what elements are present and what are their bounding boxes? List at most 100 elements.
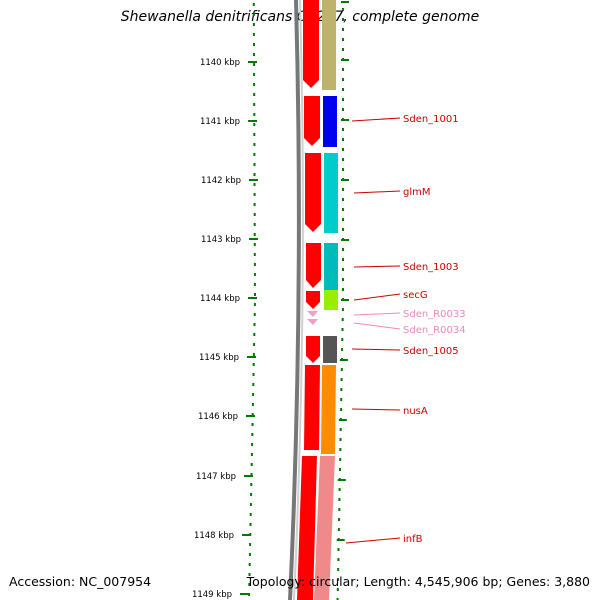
gene-arrow[interactable] xyxy=(304,365,320,450)
minor-tick xyxy=(336,598,339,600)
minor-tick xyxy=(252,373,255,376)
major-tick xyxy=(341,1,349,3)
major-tick xyxy=(249,238,258,240)
gene-arrow[interactable] xyxy=(305,153,321,232)
leader-line xyxy=(353,322,401,330)
minor-tick xyxy=(342,18,344,21)
minor-tick xyxy=(248,573,251,576)
minor-tick xyxy=(338,498,341,501)
feature-label[interactable]: Sden_1001 xyxy=(403,114,459,125)
major-tick xyxy=(338,419,347,421)
minor-tick xyxy=(250,483,253,486)
minor-tick xyxy=(253,263,256,266)
minor-tick xyxy=(339,428,342,431)
minor-tick xyxy=(253,183,256,186)
minor-tick xyxy=(253,223,256,226)
minor-tick xyxy=(342,188,344,191)
minor-tick xyxy=(337,528,340,531)
minor-tick xyxy=(342,228,344,231)
feature-label[interactable]: Sden_1003 xyxy=(403,262,459,273)
ruler-label: 1145 kbp xyxy=(199,353,239,363)
leader-line xyxy=(353,265,401,268)
feature-label[interactable]: Sden_1005 xyxy=(403,346,459,357)
ruler-label: 1148 kbp xyxy=(194,531,234,541)
minor-tick xyxy=(249,503,252,506)
minor-tick xyxy=(342,248,344,251)
rna-arrow[interactable] xyxy=(307,319,318,325)
minor-tick xyxy=(253,163,256,166)
ruler-label: 1144 kbp xyxy=(200,294,240,304)
minor-tick xyxy=(337,578,339,581)
gene-arrow[interactable] xyxy=(306,243,321,288)
feature-labels: Sden_1001 glmM Sden_1003 secG Sden_R0033 Sden… xyxy=(345,114,466,545)
accession-text: Accession: NC_007954 xyxy=(9,574,152,589)
leader-line xyxy=(351,117,401,122)
minor-tick xyxy=(253,153,256,156)
minor-tick xyxy=(248,553,251,556)
major-tick xyxy=(341,179,349,181)
ruler-label: 1146 kbp xyxy=(198,412,238,422)
minor-tick xyxy=(253,343,256,346)
minor-tick xyxy=(252,363,255,366)
feature-label[interactable]: Sden_R0033 xyxy=(403,309,466,320)
gene-arrow[interactable] xyxy=(303,0,319,88)
minor-tick xyxy=(253,133,256,136)
minor-tick xyxy=(339,458,342,461)
topology-text: Topology: circular; Length: 4,545,906 bp… xyxy=(246,574,590,589)
minor-tick xyxy=(339,448,342,451)
minor-tick xyxy=(248,563,251,566)
minor-tick xyxy=(253,113,256,116)
minor-tick xyxy=(336,588,339,591)
minor-tick xyxy=(342,288,344,291)
minor-tick xyxy=(342,138,344,141)
leader-line xyxy=(351,408,401,411)
gene-arrow[interactable] xyxy=(306,336,320,363)
minor-tick xyxy=(252,393,255,396)
minor-tick xyxy=(337,548,340,551)
major-tick xyxy=(248,120,257,122)
gene-arrow[interactable] xyxy=(304,96,320,146)
minor-tick xyxy=(253,213,256,216)
minor-tick xyxy=(252,23,255,26)
feature-label[interactable]: secG xyxy=(403,290,428,301)
minor-tick xyxy=(249,523,252,526)
minor-tick xyxy=(340,388,343,391)
major-tick xyxy=(341,119,349,121)
minor-tick xyxy=(337,568,340,571)
minor-tick xyxy=(253,203,256,206)
minor-tick xyxy=(342,108,344,111)
minor-tick xyxy=(341,348,344,351)
minor-tick xyxy=(250,493,253,496)
feature-label[interactable]: glmM xyxy=(403,187,431,198)
minor-tick xyxy=(342,208,344,211)
minor-tick xyxy=(339,468,341,471)
major-tick xyxy=(244,475,253,477)
minor-tick xyxy=(338,508,341,511)
feature-label[interactable]: nusA xyxy=(403,406,428,417)
minor-tick xyxy=(253,233,256,236)
cog-band xyxy=(324,243,338,290)
minor-tick xyxy=(249,513,252,516)
position-ruler: 1140 kbp 1141 kbp 1142 kbp 1143 kbp 1144 kbp… xyxy=(192,3,258,600)
gene-arrow[interactable] xyxy=(306,291,320,309)
minor-tick xyxy=(253,253,256,256)
minor-tick xyxy=(341,308,344,311)
feature-label[interactable]: Sden_R0034 xyxy=(403,325,466,336)
major-tick xyxy=(336,539,345,541)
minor-tick xyxy=(253,123,256,126)
minor-tick xyxy=(251,403,254,406)
leader-line xyxy=(353,312,401,316)
minor-tick xyxy=(342,38,344,41)
minor-tick xyxy=(254,293,256,296)
minor-tick xyxy=(251,433,254,436)
gene-arrow[interactable] xyxy=(297,456,317,600)
rna-arrow[interactable] xyxy=(307,311,318,317)
minor-tick xyxy=(253,43,255,46)
minor-tick xyxy=(341,338,344,341)
feature-label[interactable]: infB xyxy=(403,534,423,545)
minor-tick xyxy=(248,583,251,586)
minor-tick xyxy=(253,313,256,316)
minor-tick xyxy=(251,413,254,416)
major-tick xyxy=(240,593,249,595)
minor-tick xyxy=(342,278,344,281)
